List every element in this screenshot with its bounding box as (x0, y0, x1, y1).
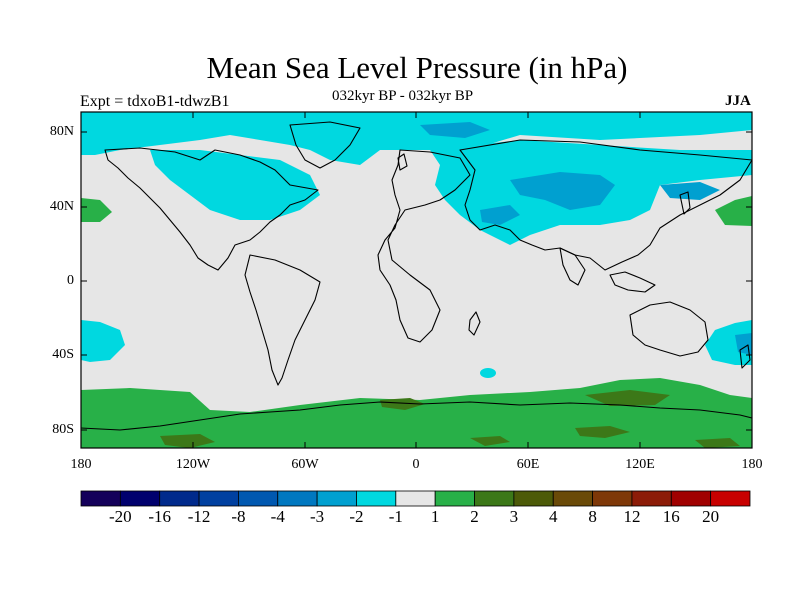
colorbar-label: -1 (388, 507, 403, 526)
colorbar-label: 2 (470, 507, 479, 526)
y-tick-label-0: 0 (67, 273, 74, 288)
colorbar-box (356, 490, 397, 507)
indonesia-coast (609, 271, 656, 293)
colorbar-label: 16 (662, 507, 680, 526)
australia-coast (629, 301, 709, 357)
north-pacific-high-west (81, 198, 112, 222)
plot-title: Mean Sea Level Pressure (in hPa) (206, 50, 628, 85)
colorbar (80, 490, 751, 507)
colorbar-box (198, 490, 239, 507)
colorbar-box (631, 490, 672, 507)
colorbar-box (552, 490, 593, 507)
india-coast (559, 247, 586, 286)
new-zealand-coast (739, 344, 751, 369)
stronger-positive-regions (160, 390, 740, 448)
eastern-siberia-core (660, 182, 720, 200)
british-isles-coast (397, 153, 408, 171)
colorbar-label: 12 (623, 507, 641, 526)
colorbar-box (395, 490, 436, 507)
colorbar-box (592, 490, 633, 507)
colorbar-label: 8 (588, 507, 597, 526)
colorbar-label: -8 (231, 507, 246, 526)
experiment-label: Expt = tdxoB1-tdwzB1 (80, 93, 230, 110)
north-america-coast (104, 147, 319, 271)
east-pacific-low (81, 320, 125, 362)
colorbar-box (513, 490, 554, 507)
period-label: 032kyr BP - 032kyr BP (332, 88, 474, 104)
colorbar-label: -3 (310, 507, 325, 526)
colorbar-box (670, 490, 712, 507)
colorbar-label: -12 (187, 507, 211, 526)
asia-coast (459, 139, 753, 271)
colorbar-box (474, 490, 515, 507)
colorbar-label: 3 (509, 507, 519, 526)
colorbar-box (238, 490, 279, 507)
south-america-coast (244, 254, 321, 386)
y-tick-label-40n: 40N (49, 199, 74, 214)
south-atlantic-spot (480, 368, 496, 378)
colorbar-box (119, 490, 161, 507)
arctic-north-america-low (81, 112, 752, 165)
colorbar-box (159, 490, 200, 507)
central-asia-core (480, 205, 520, 225)
x-ticks (192, 112, 641, 448)
north-pacific-high-east (715, 196, 752, 226)
colorbar-label: 4 (548, 507, 558, 526)
colorbar-box (710, 490, 751, 507)
pacific-core-east (735, 333, 752, 355)
colorbar-box (80, 490, 121, 507)
x-tick-label-180w: 180 (70, 457, 92, 472)
arctic-core (420, 122, 490, 138)
colorbar-label: -4 (270, 507, 285, 526)
colorbar-label: 20 (702, 507, 720, 526)
stronger-negative-regions (420, 122, 752, 355)
japan-coast (679, 191, 691, 215)
x-tick-label-0: 0 (412, 457, 420, 472)
y-ticks (81, 131, 752, 431)
colorbar-box (434, 490, 475, 507)
x-tick-label-60w: 60W (291, 457, 319, 472)
season-label: JJA (725, 93, 751, 109)
x-tick-label-120w: 120W (175, 457, 211, 472)
siberia-core (510, 172, 615, 210)
colorbar-label: -20 (109, 507, 132, 526)
colorbar-label: 1 (430, 507, 440, 526)
greenland-coast (289, 121, 361, 169)
north-atlantic-low (150, 150, 320, 220)
colorbar-label: -16 (148, 507, 172, 526)
colorbar-box (277, 490, 318, 507)
x-tick-label-180e: 180 (741, 457, 763, 472)
colorbar-label: -2 (349, 507, 364, 526)
antarctica-coast (80, 401, 753, 431)
x-tick-label-120e: 120E (625, 457, 655, 472)
x-tick-label-60e: 60E (516, 457, 540, 472)
coastlines (80, 121, 753, 431)
europe-africa-coast (377, 149, 471, 343)
madagascar-coast (468, 311, 481, 336)
y-tick-label-80n: 80N (49, 124, 74, 139)
colorbar-box (316, 490, 357, 507)
y-tick-label-40s: 40S (52, 347, 74, 362)
y-tick-label-80s: 80S (52, 422, 74, 437)
